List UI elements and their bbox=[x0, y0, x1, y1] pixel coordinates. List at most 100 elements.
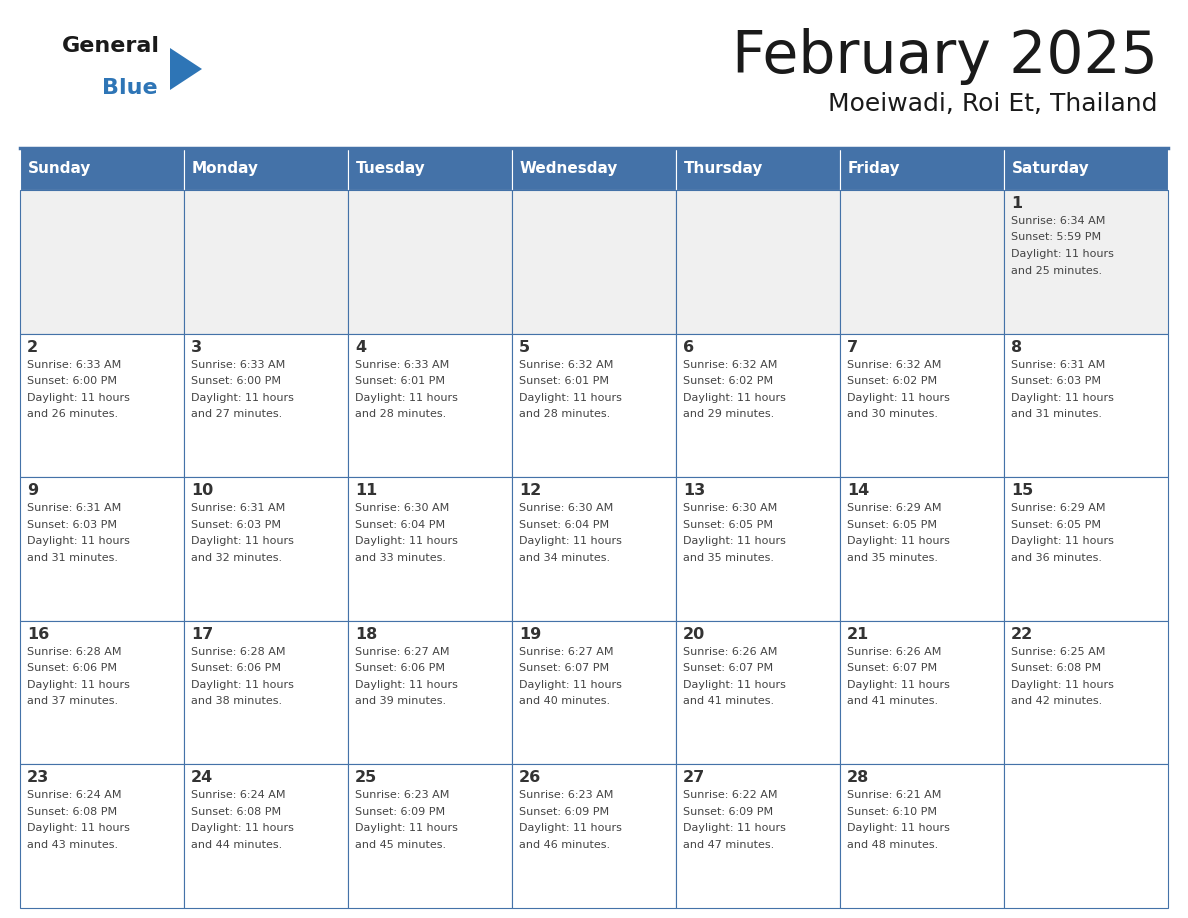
Text: and 43 minutes.: and 43 minutes. bbox=[27, 840, 118, 850]
Text: Sunrise: 6:32 AM: Sunrise: 6:32 AM bbox=[519, 360, 613, 370]
Text: Daylight: 11 hours: Daylight: 11 hours bbox=[355, 823, 457, 834]
Text: and 46 minutes.: and 46 minutes. bbox=[519, 840, 611, 850]
Text: and 41 minutes.: and 41 minutes. bbox=[847, 696, 939, 706]
Text: Sunset: 6:07 PM: Sunset: 6:07 PM bbox=[519, 664, 609, 673]
Text: Sunset: 6:06 PM: Sunset: 6:06 PM bbox=[27, 664, 116, 673]
Text: Sunrise: 6:31 AM: Sunrise: 6:31 AM bbox=[191, 503, 285, 513]
Text: and 45 minutes.: and 45 minutes. bbox=[355, 840, 447, 850]
Text: Sunrise: 6:33 AM: Sunrise: 6:33 AM bbox=[191, 360, 285, 370]
Text: Sunrise: 6:29 AM: Sunrise: 6:29 AM bbox=[1011, 503, 1106, 513]
Text: Saturday: Saturday bbox=[1012, 162, 1089, 176]
Bar bbox=[1004, 621, 1168, 765]
Text: Daylight: 11 hours: Daylight: 11 hours bbox=[1011, 249, 1114, 259]
Text: Sunset: 6:06 PM: Sunset: 6:06 PM bbox=[355, 664, 446, 673]
Bar bbox=[20, 621, 184, 765]
Text: 15: 15 bbox=[1011, 483, 1034, 498]
Text: Tuesday: Tuesday bbox=[356, 162, 425, 176]
Text: Sunset: 6:00 PM: Sunset: 6:00 PM bbox=[27, 376, 116, 386]
Text: Daylight: 11 hours: Daylight: 11 hours bbox=[519, 536, 621, 546]
Text: Daylight: 11 hours: Daylight: 11 hours bbox=[683, 823, 786, 834]
Text: and 39 minutes.: and 39 minutes. bbox=[355, 696, 447, 706]
Text: Sunrise: 6:25 AM: Sunrise: 6:25 AM bbox=[1011, 647, 1105, 656]
Text: Daylight: 11 hours: Daylight: 11 hours bbox=[519, 680, 621, 689]
Text: 14: 14 bbox=[847, 483, 870, 498]
Text: and 26 minutes.: and 26 minutes. bbox=[27, 409, 118, 420]
Text: Sunrise: 6:29 AM: Sunrise: 6:29 AM bbox=[847, 503, 942, 513]
Text: Sunset: 5:59 PM: Sunset: 5:59 PM bbox=[1011, 232, 1101, 242]
Text: Sunset: 6:01 PM: Sunset: 6:01 PM bbox=[355, 376, 446, 386]
Text: Daylight: 11 hours: Daylight: 11 hours bbox=[683, 393, 786, 403]
Text: 9: 9 bbox=[27, 483, 38, 498]
Text: 19: 19 bbox=[519, 627, 542, 642]
Bar bbox=[1004, 148, 1168, 190]
Text: Daylight: 11 hours: Daylight: 11 hours bbox=[355, 536, 457, 546]
Text: Sunrise: 6:30 AM: Sunrise: 6:30 AM bbox=[683, 503, 777, 513]
Text: 1: 1 bbox=[1011, 196, 1022, 211]
Bar bbox=[348, 477, 512, 621]
Text: Sunrise: 6:27 AM: Sunrise: 6:27 AM bbox=[355, 647, 449, 656]
Text: Sunset: 6:04 PM: Sunset: 6:04 PM bbox=[519, 520, 609, 530]
Text: Daylight: 11 hours: Daylight: 11 hours bbox=[683, 680, 786, 689]
Bar bbox=[840, 333, 1004, 477]
Text: 23: 23 bbox=[27, 770, 49, 786]
Text: Sunset: 6:09 PM: Sunset: 6:09 PM bbox=[519, 807, 609, 817]
Bar bbox=[20, 765, 184, 908]
Text: Sunrise: 6:23 AM: Sunrise: 6:23 AM bbox=[355, 790, 449, 800]
Bar bbox=[512, 477, 676, 621]
Bar bbox=[184, 148, 348, 190]
Polygon shape bbox=[170, 48, 202, 90]
Text: Daylight: 11 hours: Daylight: 11 hours bbox=[27, 393, 129, 403]
Text: Daylight: 11 hours: Daylight: 11 hours bbox=[355, 393, 457, 403]
Text: Sunset: 6:06 PM: Sunset: 6:06 PM bbox=[191, 664, 282, 673]
Text: Daylight: 11 hours: Daylight: 11 hours bbox=[1011, 536, 1114, 546]
Bar bbox=[840, 765, 1004, 908]
Text: Daylight: 11 hours: Daylight: 11 hours bbox=[355, 680, 457, 689]
Text: and 35 minutes.: and 35 minutes. bbox=[683, 553, 775, 563]
Bar bbox=[512, 333, 676, 477]
Bar bbox=[184, 477, 348, 621]
Text: 6: 6 bbox=[683, 340, 694, 354]
Bar bbox=[840, 148, 1004, 190]
Bar bbox=[676, 190, 840, 333]
Bar bbox=[512, 148, 676, 190]
Text: Sunset: 6:09 PM: Sunset: 6:09 PM bbox=[355, 807, 446, 817]
Text: 8: 8 bbox=[1011, 340, 1022, 354]
Text: and 31 minutes.: and 31 minutes. bbox=[1011, 409, 1102, 420]
Text: 21: 21 bbox=[847, 627, 870, 642]
Bar bbox=[676, 333, 840, 477]
Text: 24: 24 bbox=[191, 770, 214, 786]
Text: 4: 4 bbox=[355, 340, 366, 354]
Text: Daylight: 11 hours: Daylight: 11 hours bbox=[191, 393, 293, 403]
Text: General: General bbox=[62, 36, 160, 56]
Bar bbox=[676, 621, 840, 765]
Bar bbox=[676, 765, 840, 908]
Text: and 32 minutes.: and 32 minutes. bbox=[191, 553, 282, 563]
Text: Sunset: 6:08 PM: Sunset: 6:08 PM bbox=[1011, 664, 1101, 673]
Bar bbox=[348, 621, 512, 765]
Bar bbox=[20, 148, 184, 190]
Text: Blue: Blue bbox=[102, 78, 158, 98]
Text: 28: 28 bbox=[847, 770, 870, 786]
Text: 13: 13 bbox=[683, 483, 706, 498]
Bar bbox=[676, 148, 840, 190]
Text: and 37 minutes.: and 37 minutes. bbox=[27, 696, 118, 706]
Bar bbox=[840, 477, 1004, 621]
Bar bbox=[1004, 190, 1168, 333]
Text: 3: 3 bbox=[191, 340, 202, 354]
Bar bbox=[20, 333, 184, 477]
Text: Sunset: 6:05 PM: Sunset: 6:05 PM bbox=[847, 520, 937, 530]
Text: Moeiwadi, Roi Et, Thailand: Moeiwadi, Roi Et, Thailand bbox=[828, 92, 1158, 116]
Text: and 28 minutes.: and 28 minutes. bbox=[519, 409, 611, 420]
Text: Sunrise: 6:34 AM: Sunrise: 6:34 AM bbox=[1011, 216, 1105, 226]
Text: 26: 26 bbox=[519, 770, 542, 786]
Text: Sunset: 6:02 PM: Sunset: 6:02 PM bbox=[683, 376, 773, 386]
Text: Sunrise: 6:32 AM: Sunrise: 6:32 AM bbox=[683, 360, 777, 370]
Text: February 2025: February 2025 bbox=[732, 28, 1158, 85]
Bar bbox=[348, 148, 512, 190]
Text: and 35 minutes.: and 35 minutes. bbox=[847, 553, 939, 563]
Bar bbox=[840, 190, 1004, 333]
Text: Sunset: 6:08 PM: Sunset: 6:08 PM bbox=[191, 807, 282, 817]
Text: Daylight: 11 hours: Daylight: 11 hours bbox=[519, 823, 621, 834]
Text: 22: 22 bbox=[1011, 627, 1034, 642]
Text: 18: 18 bbox=[355, 627, 378, 642]
